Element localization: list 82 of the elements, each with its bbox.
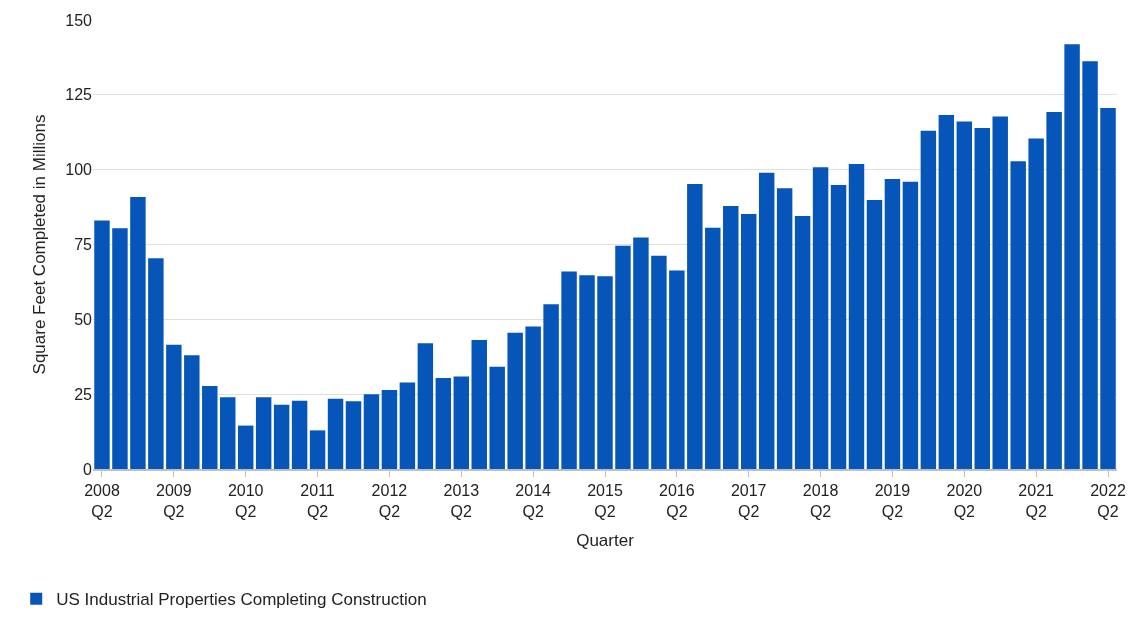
- bar: [417, 343, 434, 469]
- y-tick-label: 125: [65, 86, 93, 104]
- bar: [202, 386, 218, 469]
- bar: [525, 326, 541, 469]
- y-tick-label: 150: [65, 11, 93, 29]
- bar: [1082, 61, 1098, 469]
- bar: [435, 378, 452, 469]
- y-tick-label: 50: [74, 310, 93, 328]
- y-axis-title: Square Feet Completed in Millions: [29, 114, 49, 375]
- y-tick-label: 100: [65, 161, 93, 179]
- bar: [938, 114, 955, 469]
- bar: [992, 116, 1008, 469]
- bar: [1046, 111, 1062, 469]
- bar: [866, 199, 883, 469]
- bar: [920, 130, 937, 469]
- bar: [597, 276, 613, 469]
- legend-label: US Industrial Properties Completing Construction: [56, 590, 427, 610]
- bar: [489, 366, 505, 469]
- bar: [309, 430, 326, 469]
- x-axis-title: Quarter: [576, 530, 635, 550]
- bar: [687, 184, 703, 469]
- x-tick-label: 2019 Q2: [874, 482, 911, 520]
- bar: [669, 270, 685, 469]
- bar: [758, 172, 775, 469]
- bar: [615, 245, 631, 469]
- bar: [327, 398, 344, 469]
- bar: [1010, 161, 1026, 469]
- bar: [848, 163, 865, 469]
- y-tick-label: 0: [83, 460, 93, 478]
- bar: [130, 196, 146, 469]
- bar: [543, 304, 559, 469]
- x-tick-label: 2015 Q2: [587, 482, 623, 520]
- bar: [794, 216, 811, 469]
- bar: [507, 332, 523, 469]
- y-tick-label: 25: [74, 385, 93, 403]
- bar: [1100, 108, 1116, 469]
- bar: [561, 271, 577, 469]
- x-tick-label: 2009 Q2: [156, 482, 192, 520]
- bar: [1064, 44, 1080, 469]
- bar: [723, 205, 739, 469]
- bar: [220, 397, 236, 469]
- x-tick-label: 2012 Q2: [371, 482, 408, 520]
- bar: [166, 344, 182, 469]
- bar: [94, 220, 110, 469]
- bar: [184, 355, 200, 469]
- bar: [345, 401, 362, 469]
- bar: [579, 275, 595, 469]
- bar: [974, 128, 990, 469]
- bar: [902, 181, 919, 469]
- bar: [776, 188, 793, 469]
- bar: [705, 227, 721, 469]
- bar: [651, 255, 667, 469]
- x-tick-label: 2017 Q2: [730, 482, 767, 520]
- x-tick-label: 2014 Q2: [515, 482, 552, 520]
- bar: [255, 397, 272, 469]
- x-tick-label: 2011 Q2: [300, 482, 335, 520]
- bar: [112, 228, 128, 469]
- bar: [830, 184, 847, 469]
- y-tick-label: 75: [74, 236, 93, 254]
- bar: [471, 339, 487, 469]
- x-tick-label: 2016 Q2: [659, 482, 695, 520]
- x-tick-label: 2020 Q2: [946, 482, 983, 520]
- bar: [453, 376, 470, 469]
- bar: [633, 237, 649, 469]
- bar: [956, 121, 973, 469]
- x-tick-label: 2018 Q2: [802, 482, 839, 520]
- x-tick-label: 2021 Q2: [1018, 482, 1055, 520]
- bar: [291, 400, 308, 469]
- x-tick-label: 2010 Q2: [227, 482, 264, 520]
- bar: [363, 394, 380, 469]
- bar: [273, 404, 290, 469]
- bar: [1028, 138, 1044, 469]
- x-tick-label: 2022 Q2: [1090, 482, 1126, 520]
- bar: [884, 178, 901, 469]
- x-tick-label: 2008 Q2: [84, 482, 120, 520]
- bar: [399, 382, 416, 469]
- bar: [740, 213, 757, 469]
- bar: [237, 425, 254, 469]
- x-tick-label: 2013 Q2: [443, 482, 480, 520]
- bar: [148, 258, 164, 469]
- bar: [812, 167, 829, 469]
- bar: [381, 389, 398, 469]
